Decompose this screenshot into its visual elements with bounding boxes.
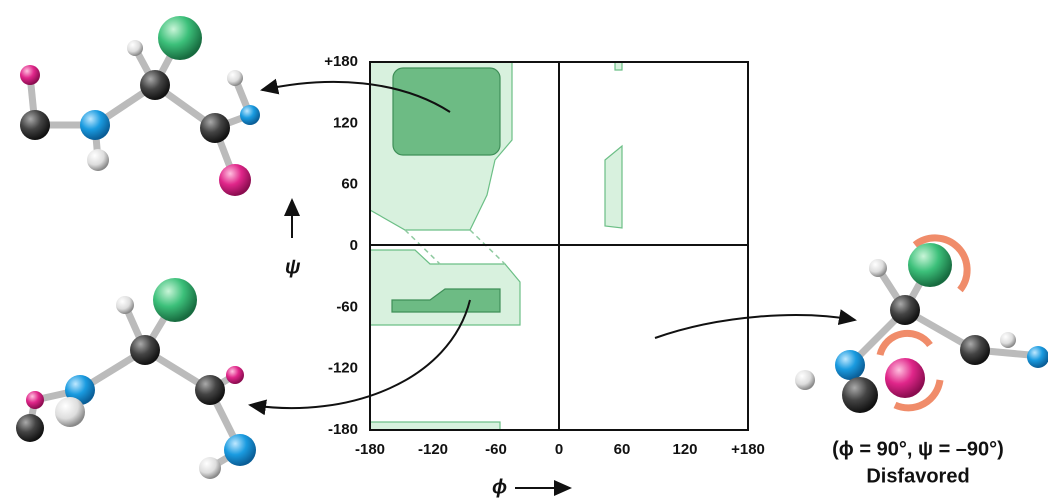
caption-verdict: Disfavored [866,465,969,487]
x-axis-label: ϕ [492,476,507,498]
y-tick-label: -60 [336,298,358,315]
x-tick-label: -120 [418,441,448,458]
y-tick-label: +180 [324,53,358,70]
y-axis-label: ψ [285,256,301,278]
y-ticks: +180 120 60 0 -60 -120 -180 [324,53,358,438]
x-tick-label: -60 [485,441,507,458]
y-tick-label: -120 [328,360,358,377]
molecule-bottom-left [16,278,256,479]
y-tick-label: 120 [333,114,358,131]
x-tick-label: +180 [731,441,765,458]
x-tick-label: -180 [355,441,385,458]
y-tick-label: 60 [341,176,358,193]
y-tick-label: -180 [328,421,358,438]
caption-condition: (ϕ = 90°, ψ = –90°) [832,438,1004,460]
molecule-right [795,234,1048,413]
arrows [248,78,857,416]
x-tick-label: 120 [672,441,697,458]
x-ticks: -180 -120 -60 0 60 120 +180 [355,441,765,458]
x-tick-label: 0 [555,441,563,458]
y-tick-label: 0 [350,237,358,254]
x-tick-label: 60 [614,441,631,458]
molecule-top-left [20,16,260,196]
allowed-regions [369,61,623,431]
